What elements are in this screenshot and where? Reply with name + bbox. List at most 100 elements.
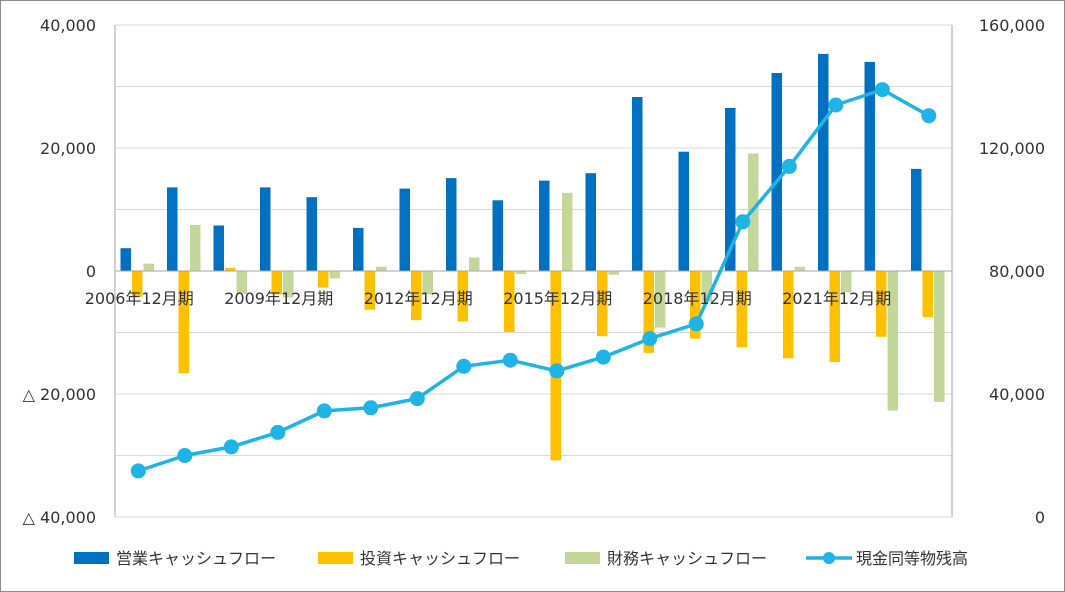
bar-2-12	[690, 271, 701, 339]
bar-2-0	[132, 271, 143, 297]
bar-2-16	[876, 271, 887, 337]
legend-label-3: 財務キャッシュフロー	[607, 549, 767, 568]
bar-3-8	[515, 271, 526, 275]
y-left-tick-label: 20,000	[40, 139, 96, 158]
line-series-group	[130, 82, 937, 479]
bar-3-15	[841, 271, 852, 293]
bar-3-14	[794, 266, 805, 271]
bar-series-group	[120, 53, 945, 461]
y-right-tick-label: 40,000	[989, 385, 1045, 404]
y-right-tick-label: 120,000	[979, 139, 1045, 158]
bar-1-5	[353, 227, 364, 271]
line-point-8	[502, 352, 518, 368]
bar-1-14	[771, 73, 782, 271]
line-point-12	[688, 316, 704, 332]
line-point-13	[735, 214, 751, 230]
line-point-10	[595, 349, 611, 365]
bar-1-12	[678, 151, 689, 271]
bar-3-16	[887, 271, 898, 411]
line-point-14	[781, 158, 797, 174]
bar-1-8	[492, 200, 503, 271]
bar-1-17	[911, 168, 922, 271]
x-tick-label: 2015年12月期	[503, 289, 612, 308]
bar-3-11	[655, 271, 666, 328]
axes	[114, 25, 953, 518]
bar-2-7	[457, 271, 468, 322]
bar-2-1	[178, 271, 189, 374]
line-point-9	[549, 363, 565, 379]
bar-3-13	[748, 153, 759, 271]
legend-label-2: 投資キャッシュフロー	[360, 549, 520, 568]
bar-2-15	[829, 271, 840, 362]
bar-2-3	[271, 271, 282, 295]
y-left-tick-label: △ 20,000	[23, 385, 96, 404]
bar-3-5	[376, 266, 387, 271]
bar-1-16	[864, 61, 875, 272]
y-right-tick-label: 0	[1035, 508, 1045, 527]
tick-labels: 40,000 20,000 0 △ 20,000 △ 40,000 160,000 120,…	[23, 16, 1045, 527]
line-point-7	[456, 358, 472, 374]
bar-1-10	[585, 173, 596, 271]
bar-2-10	[597, 271, 608, 337]
x-tick-label: 2012年12月期	[364, 289, 473, 308]
x-tick-label: 2009年12月期	[224, 289, 333, 308]
bar-1-6	[399, 188, 410, 271]
legend-marker	[823, 552, 835, 564]
line-point-16	[874, 82, 890, 98]
bar-2-11	[643, 271, 654, 353]
line-point-0	[130, 463, 146, 479]
bar-2-8	[504, 271, 515, 332]
legend: 営業キャッシュフロー 投資キャッシュフロー 財務キャッシュフロー 現金同等物残高	[74, 549, 968, 568]
bar-3-0	[143, 263, 154, 271]
bar-3-10	[608, 271, 619, 275]
line-point-15	[828, 97, 844, 113]
line-point-17	[921, 108, 937, 124]
line-point-5	[363, 400, 379, 416]
bar-1-15	[818, 53, 829, 272]
bar-1-7	[446, 178, 457, 271]
bar-2-14	[783, 271, 794, 359]
x-tick-label: 2018年12月期	[643, 289, 752, 308]
bar-3-1	[190, 224, 201, 271]
line-point-11	[642, 331, 658, 347]
bar-2-2	[225, 267, 236, 271]
line-point-6	[409, 391, 425, 407]
bar-1-9	[539, 180, 550, 271]
bar-3-17	[934, 271, 945, 402]
bar-2-5	[364, 271, 375, 310]
line-point-3	[270, 424, 286, 440]
bar-3-2	[236, 271, 247, 294]
y-left-tick-label: 40,000	[40, 16, 96, 35]
bar-1-0	[120, 248, 131, 271]
bar-2-13	[736, 271, 747, 348]
bar-2-17	[922, 271, 933, 318]
y-left-tick-label: 0	[86, 262, 96, 281]
line-point-2	[223, 439, 239, 455]
line-point-1	[177, 448, 193, 463]
bar-3-7	[469, 257, 480, 271]
bar-2-6	[411, 271, 422, 321]
y-left-tick-label: △ 40,000	[23, 508, 96, 527]
bar-3-3	[283, 271, 294, 298]
bar-1-2	[213, 225, 224, 271]
legend-swatch-2	[318, 552, 353, 564]
bar-3-9	[562, 192, 573, 271]
legend-swatch-1	[74, 552, 109, 564]
bar-3-12	[701, 271, 712, 302]
line-point-4	[316, 403, 332, 419]
bar-1-11	[632, 97, 643, 271]
bar-1-1	[167, 187, 178, 271]
bar-1-4	[306, 197, 317, 271]
x-tick-label: 2006年12月期	[85, 289, 194, 308]
bar-3-4	[329, 271, 340, 279]
bar-1-13	[725, 108, 736, 271]
y-right-tick-label: 80,000	[989, 262, 1045, 281]
cash-balance-line	[137, 87, 930, 473]
bar-3-6	[422, 271, 433, 295]
bar-2-4	[318, 271, 329, 288]
legend-swatch-3	[565, 552, 600, 564]
legend-label-4: 現金同等物残高	[856, 549, 968, 568]
bar-1-3	[260, 187, 271, 271]
y-right-tick-label: 160,000	[979, 16, 1045, 35]
